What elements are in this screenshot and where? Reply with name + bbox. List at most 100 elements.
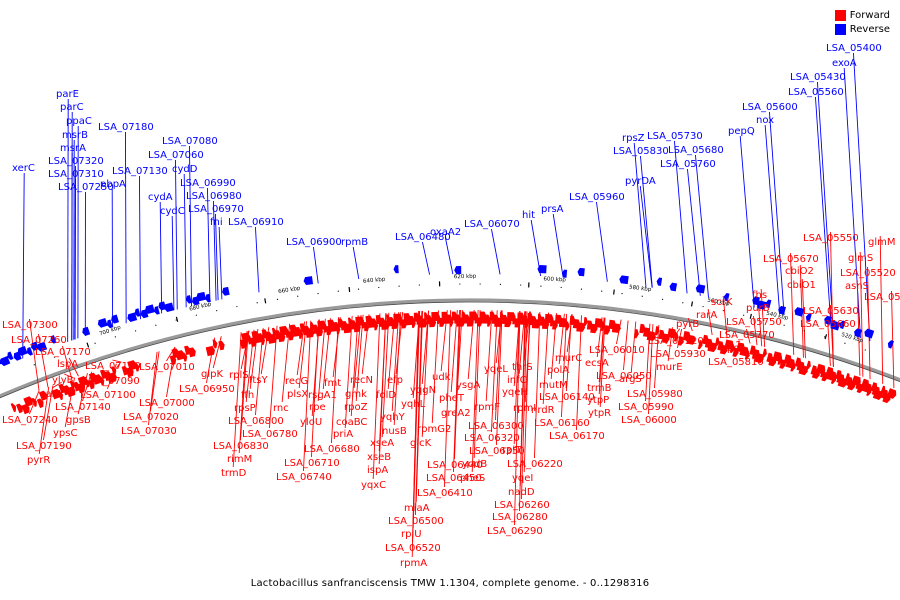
tick-dot xyxy=(337,290,339,292)
leader-line xyxy=(707,308,713,335)
leader-line xyxy=(599,317,606,408)
forward-gene-label: LSA_06680 xyxy=(304,444,360,455)
gene-feature xyxy=(854,328,863,338)
gene-arrow xyxy=(824,315,833,325)
gene-feature xyxy=(830,374,837,384)
gene-arrow xyxy=(17,345,28,356)
forward-label: Forward xyxy=(849,9,890,21)
forward-gene-label: purB xyxy=(746,303,770,314)
strand-legend: Forward Reverse xyxy=(834,8,890,36)
gene-feature xyxy=(373,321,379,331)
forward-gene-label: LSA_05980 xyxy=(627,389,683,400)
tick-mark xyxy=(690,301,694,307)
gene-arrow xyxy=(164,302,174,312)
forward-gene-label: rplS xyxy=(229,370,249,381)
gene-feature xyxy=(153,306,160,315)
gene-arrow xyxy=(656,277,663,286)
gene-arrow xyxy=(77,375,88,387)
gene-arrow xyxy=(790,362,796,372)
leader-line xyxy=(485,310,493,402)
gene-arrow xyxy=(303,276,314,286)
forward-gene-label: LSA_07110 xyxy=(85,361,141,372)
gene-arrow xyxy=(600,321,606,332)
tick-dot xyxy=(621,292,623,295)
leader-line xyxy=(764,124,781,314)
reverse-gene-label: rpmB xyxy=(341,237,368,248)
reverse-gene-label: LSA_07080 xyxy=(162,136,218,147)
forward-gene-label: rpmA xyxy=(400,558,427,569)
gene-arrow xyxy=(864,328,875,339)
gene-feature xyxy=(186,295,192,304)
gene-arrow xyxy=(594,318,604,328)
forward-gene-label: LSA_06410 xyxy=(417,488,473,499)
forward-gene-label: LSA_07000 xyxy=(139,398,195,409)
leader-line xyxy=(125,131,127,324)
gene-feature xyxy=(744,350,750,360)
gene-feature xyxy=(0,356,3,366)
leader-line xyxy=(450,310,458,393)
gene-arrow xyxy=(805,313,812,322)
gene-arrow xyxy=(188,347,196,358)
forward-gene-label: priA xyxy=(333,429,353,440)
reverse-gene-label: LSA_05600 xyxy=(742,102,798,113)
gene-feature xyxy=(697,340,703,350)
tick-dot xyxy=(236,305,238,308)
gene-arrow xyxy=(285,328,290,338)
gene-feature xyxy=(778,305,786,315)
tick-mark xyxy=(264,298,267,304)
gene-arrow xyxy=(677,336,684,346)
leader-line xyxy=(150,351,160,412)
gene-arrow xyxy=(153,306,160,315)
leader-line xyxy=(496,310,503,446)
forward-gene-label: nadD xyxy=(508,487,535,498)
forward-gene-label: gpsB xyxy=(66,415,91,426)
leader-line xyxy=(350,315,359,417)
gene-feature xyxy=(577,267,585,277)
gene-feature xyxy=(561,269,568,278)
gene-arrow xyxy=(145,304,155,314)
gene-arrow xyxy=(111,366,117,376)
gene-feature xyxy=(127,312,138,322)
forward-gene-label: rimM xyxy=(227,454,252,465)
gene-arrow xyxy=(13,351,22,361)
tick-dot xyxy=(155,324,157,326)
gene-arrow xyxy=(474,314,479,324)
gene-arrow xyxy=(175,350,185,361)
leader-line xyxy=(206,337,216,384)
gene-feature xyxy=(454,266,462,275)
gene-feature xyxy=(611,323,621,333)
gene-feature xyxy=(837,377,848,388)
gene-feature xyxy=(99,369,107,380)
tick-mark xyxy=(86,342,90,348)
gene-feature xyxy=(761,348,767,358)
gene-arrow xyxy=(38,390,48,401)
leader-line xyxy=(171,215,175,311)
gene-arrow xyxy=(10,403,17,413)
tick-dot xyxy=(540,285,542,287)
leader-line xyxy=(859,251,864,377)
tick-dot xyxy=(378,286,380,289)
tick-dot xyxy=(661,298,664,300)
forward-gene-label: infC xyxy=(507,375,527,386)
leader-line xyxy=(753,315,758,346)
leader-line xyxy=(534,312,541,459)
gene-arrow xyxy=(182,352,188,362)
gene-feature xyxy=(134,362,140,372)
forward-gene-label: pgi xyxy=(727,343,742,354)
leader-line xyxy=(213,200,217,301)
gene-arrow xyxy=(0,356,3,366)
leader-line xyxy=(139,175,141,320)
gene-feature xyxy=(106,319,113,329)
reverse-gene-label: parE xyxy=(56,89,79,100)
leader-line xyxy=(313,246,319,284)
tick-dot xyxy=(743,314,745,316)
leader-line xyxy=(51,381,62,389)
reverse-gene-label: LSA_06070 xyxy=(464,219,520,230)
tick-dot xyxy=(803,330,806,332)
reverse-gene-label: pyrDA xyxy=(625,176,656,187)
tick-dot xyxy=(702,305,704,308)
gene-feature xyxy=(271,327,277,337)
gene-arrow xyxy=(393,265,399,274)
leader-line xyxy=(421,310,429,438)
